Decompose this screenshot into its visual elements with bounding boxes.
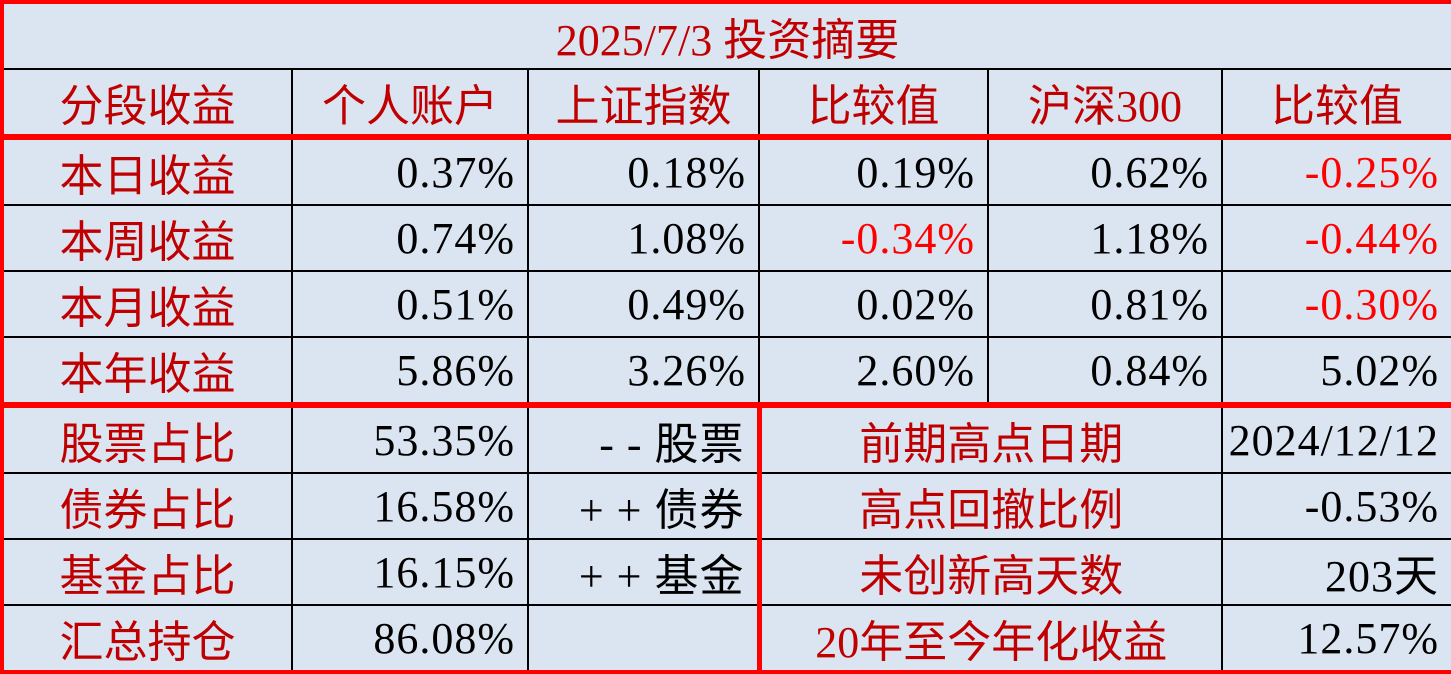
table-title: 2025/7/3 投资摘要 [0,1,1451,70]
stat-value: 2024/12/12 [1220,404,1451,474]
performance-section: 本日收益 0.37% 0.18% 0.19% 0.62% -0.25% 本周收益 0.74% 1… [1,136,1451,408]
value-cell: -0.30% [1220,270,1451,338]
stat-value: 12.57% [1220,604,1451,673]
row-label: 股票占比 [1,404,293,474]
value-cell: 16.58% [291,472,529,540]
value-cell: -0.25% [1220,136,1451,206]
title-row: 2025/7/3 投资摘要 [0,1,1451,70]
row-label: 汇总持仓 [1,604,293,673]
value-cell: 0.51% [291,270,529,338]
table-row: 债券占比 16.58% + + 债券 高点回撤比例 -0.53% [1,472,1451,540]
row-label: 本年收益 [1,336,293,408]
value-cell: -0.34% [758,204,989,272]
row-label: 债券占比 [1,472,293,540]
note-cell [527,604,760,673]
row-label: 本月收益 [1,270,293,338]
value-cell: 53.35% [291,404,529,474]
value-cell: 5.86% [291,336,529,408]
column-header-1: 分段收益 [1,68,293,140]
stat-value: -0.53% [1220,472,1451,540]
value-cell: 5.02% [1220,336,1451,408]
column-header-5: 沪深300 [987,68,1223,140]
value-cell: 3.26% [527,336,760,408]
stat-label: 高点回撤比例 [756,472,1223,540]
note-cell: + + 债券 [527,472,760,540]
value-cell: 2.60% [758,336,989,408]
value-cell: -0.44% [1220,204,1451,272]
value-cell: 1.08% [527,204,760,272]
value-cell: 0.18% [527,136,760,206]
row-label: 基金占比 [1,538,293,606]
table-row: 本日收益 0.37% 0.18% 0.19% 0.62% -0.25% [1,136,1451,206]
table-row: 本周收益 0.74% 1.08% -0.34% 1.18% -0.44% [1,204,1451,272]
row-label: 本日收益 [1,136,293,206]
value-cell: 0.62% [987,136,1223,206]
value-cell: 0.19% [758,136,989,206]
stat-label: 未创新高天数 [756,538,1223,606]
table-row: 汇总持仓 86.08% 20年至今年化收益 12.57% [1,604,1451,673]
value-cell: 16.15% [291,538,529,606]
stat-value: 203天 [1220,538,1451,606]
column-header-2: 个人账户 [291,68,529,140]
value-cell: 0.02% [758,270,989,338]
table-row: 股票占比 53.35% - - 股票 前期高点日期 2024/12/12 [1,404,1451,474]
header-row: 分段收益 个人账户 上证指数 比较值 沪深300 比较值 [1,68,1451,140]
column-header-6: 比较值 [1220,68,1451,140]
table-row: 本年收益 5.86% 3.26% 2.60% 0.84% 5.02% [1,336,1451,408]
column-header-3: 上证指数 [527,68,760,140]
value-cell: 1.18% [987,204,1223,272]
value-cell: 86.08% [291,604,529,673]
value-cell: 0.49% [527,270,760,338]
row-label: 本周收益 [1,204,293,272]
portfolio-stats-section: 股票占比 53.35% - - 股票 前期高点日期 2024/12/12 债券占比 16.5… [1,404,1451,673]
stat-label: 20年至今年化收益 [756,604,1223,673]
table-row: 本月收益 0.51% 0.49% 0.02% 0.81% -0.30% [1,270,1451,338]
column-header-4: 比较值 [758,68,989,140]
value-cell: 0.84% [987,336,1223,408]
table-row: 基金占比 16.15% + + 基金 未创新高天数 203天 [1,538,1451,606]
note-cell: - - 股票 [527,404,760,474]
stat-label: 前期高点日期 [756,404,1223,474]
note-cell: + + 基金 [527,538,760,606]
value-cell: 0.81% [987,270,1223,338]
value-cell: 0.74% [291,204,529,272]
value-cell: 0.37% [291,136,529,206]
